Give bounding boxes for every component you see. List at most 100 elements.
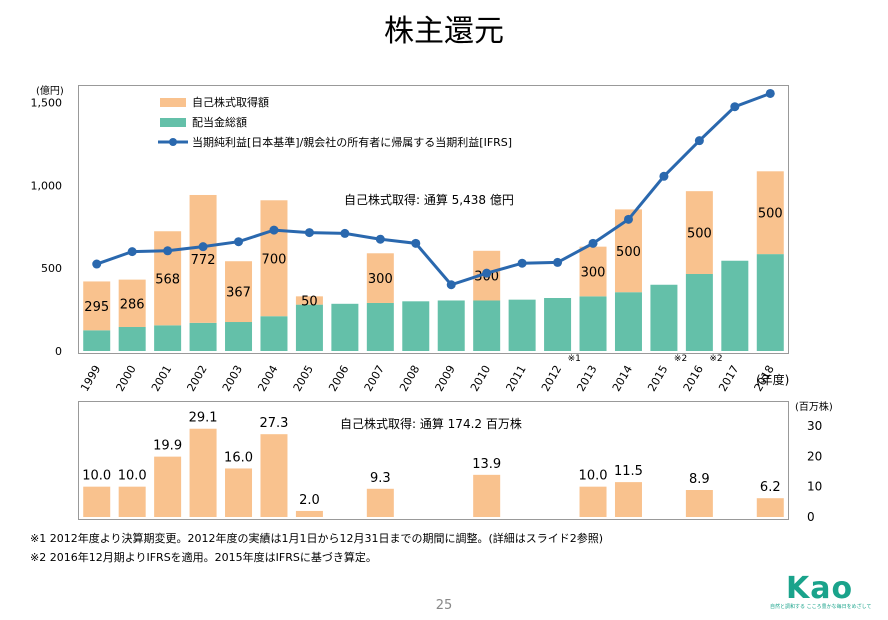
shares-value-label: 13.9 — [472, 457, 501, 472]
x-tick-label: 2005 — [291, 363, 316, 394]
page-number: 25 — [435, 598, 453, 613]
dividend-bar — [295, 304, 323, 351]
y-tick-label: 500 — [41, 262, 62, 275]
x-tick-label: 2007 — [362, 363, 387, 394]
dividend-bar — [331, 303, 359, 351]
y-tick-label: 0 — [55, 345, 62, 358]
net-income-point — [234, 237, 244, 247]
dividend-bar — [473, 300, 501, 351]
shares-value-label: 10.0 — [82, 469, 111, 484]
shares-value-label: 16.0 — [224, 450, 253, 465]
category-footnote-mark: ※1 — [568, 354, 581, 364]
total-buyback-annotation: 自己株式取得: 通算 5,438 億円 — [344, 192, 514, 207]
net-income-point — [446, 280, 456, 290]
dividend-bar — [508, 299, 536, 351]
net-income-point — [553, 257, 563, 267]
buyback-value-label: 500 — [687, 227, 712, 242]
x-tick-label: 2015 — [645, 363, 670, 394]
net-income-point — [588, 238, 598, 248]
shares-bar — [685, 490, 713, 517]
net-income-point — [198, 242, 208, 252]
buyback-bar — [118, 279, 146, 327]
buyback-value-label: 286 — [120, 297, 145, 312]
dividend-bar — [756, 254, 784, 351]
net-income-point — [92, 259, 102, 269]
net-income-point — [694, 136, 704, 146]
legend-dividend-label: 配当金総額 — [192, 115, 247, 129]
buyback-value-label: 295 — [84, 300, 109, 315]
dividend-bar — [437, 300, 465, 351]
x-tick-label: 2012 — [539, 363, 564, 394]
x-tick-label: 2016 — [681, 363, 706, 394]
logo-slogan: 自然と調和する こころ豊かな毎日をめざして — [770, 604, 872, 610]
shares-value-label: 27.3 — [259, 416, 288, 431]
buyback-bar — [83, 281, 111, 331]
buyback-bar — [756, 171, 784, 255]
shares-bar — [473, 474, 501, 517]
shares-value-label: 29.1 — [189, 411, 218, 426]
shares-y-unit-label: (百万株) — [795, 400, 833, 413]
legend-line-marker — [169, 138, 177, 146]
buyback-value-label: 300 — [581, 266, 606, 281]
shares-value-label: 8.9 — [689, 472, 710, 487]
shares-bar — [118, 486, 146, 517]
net-income-point — [269, 225, 279, 235]
legend-buyback-swatch — [160, 98, 186, 107]
dividend-bar — [614, 292, 642, 351]
dividend-bar — [366, 302, 394, 351]
x-tick-label: 2013 — [574, 363, 599, 394]
shares-bar — [83, 486, 111, 517]
shares-bar — [366, 488, 394, 517]
legend-dividend-swatch — [160, 118, 186, 127]
x-tick-label: 2001 — [149, 363, 174, 394]
buyback-bar — [189, 194, 217, 323]
shares-value-label: 10.0 — [579, 469, 608, 484]
kao-logo: Kao — [786, 571, 854, 606]
shares-bar — [260, 434, 288, 517]
buyback-bar — [295, 296, 323, 305]
x-tick-label: 2002 — [184, 363, 209, 394]
buyback-bar — [366, 253, 394, 303]
page-title: 株主還元 — [384, 14, 504, 49]
buyback-bar — [225, 261, 253, 323]
x-tick-label: 2006 — [326, 363, 351, 394]
shares-y-tick-label: 0 — [807, 510, 815, 524]
buyback-bar — [685, 191, 713, 274]
shares-bar — [225, 468, 253, 517]
buyback-bar — [579, 246, 607, 297]
buyback-value-label: 367 — [226, 286, 251, 301]
y-tick-label: 1,500 — [31, 97, 63, 110]
shares-value-label: 19.9 — [153, 439, 182, 454]
net-income-point — [375, 234, 385, 244]
dividend-bar — [83, 330, 111, 351]
shares-bar — [614, 482, 642, 517]
dividend-bar — [544, 298, 572, 351]
buyback-value-label: 50 — [301, 294, 318, 309]
dividend-bar — [225, 322, 253, 351]
net-income-point — [340, 228, 350, 238]
footnote-2: ※2 2016年12月期よりIFRSを適用。2015年度はIFRSに基づき算定。 — [30, 551, 377, 564]
buyback-bar — [260, 200, 288, 317]
buyback-value-label: 500 — [616, 245, 641, 260]
net-income-point — [482, 268, 492, 278]
category-footnote-mark: ※2 — [709, 354, 722, 364]
shares-value-label: 6.2 — [760, 480, 781, 495]
x-axis-unit-label: (年度) — [756, 372, 789, 387]
net-income-point — [163, 246, 173, 256]
x-tick-label: 2011 — [503, 363, 528, 394]
shares-value-label: 2.0 — [299, 493, 320, 508]
shares-y-tick-label: 30 — [807, 419, 822, 433]
legend-buyback-label: 自己株式取得額 — [192, 95, 269, 109]
shares-value-label: 10.0 — [118, 469, 147, 484]
y-tick-label: 1,000 — [31, 179, 63, 192]
buyback-value-label: 772 — [191, 253, 216, 268]
net-income-point — [304, 228, 314, 238]
shares-y-tick-label: 20 — [807, 449, 822, 463]
x-tick-label: 2017 — [716, 363, 741, 394]
x-tick-label: 2010 — [468, 363, 493, 394]
footnote-1: ※1 2012年度より決算期変更。2012年度の実績は1月1日から12月31日ま… — [30, 532, 604, 545]
x-tick-label: 2008 — [397, 363, 422, 394]
net-income-point — [659, 171, 669, 181]
dividend-bar — [118, 326, 146, 351]
